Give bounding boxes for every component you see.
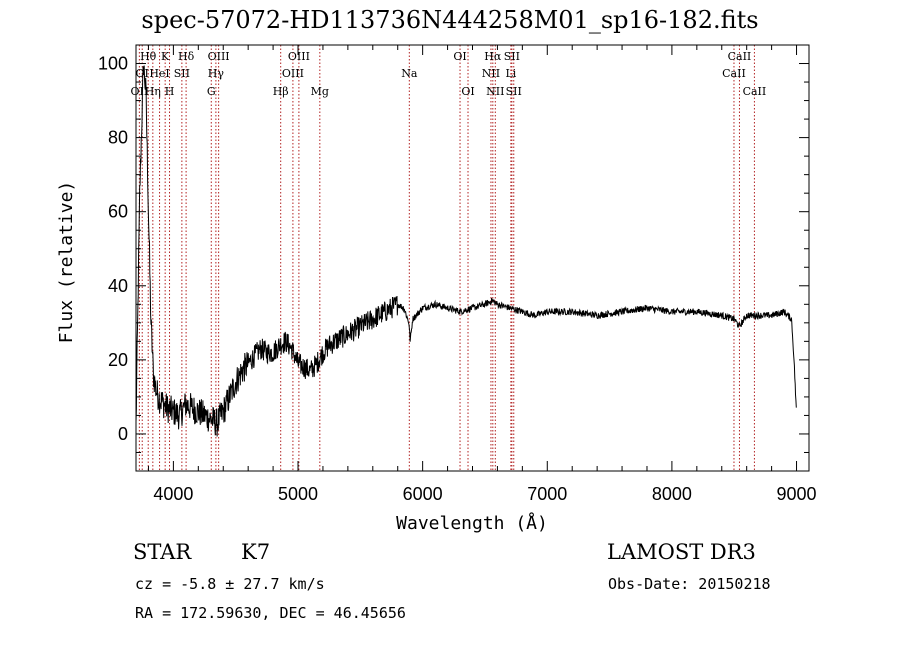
line-label: OIII [208, 50, 230, 63]
obs-date: Obs-Date: 20150218 [608, 575, 771, 593]
line-label: Hδ [178, 50, 195, 63]
line-label: Hα [484, 50, 502, 63]
line-labels: OII OI Hθ Hη HeI K H SII Hδ G Hγ OIII Hβ OIII OIII Mg Na… [131, 50, 767, 98]
line-label: SII [506, 85, 522, 98]
line-label: H [165, 85, 175, 98]
spectrum-series [135, 65, 797, 437]
survey-name: LAMOST DR3 [607, 540, 756, 564]
line-label: NII [482, 67, 500, 80]
y-tick-label: 60 [108, 202, 128, 222]
object-subclass: K7 [241, 540, 271, 564]
line-label: OI [453, 50, 466, 63]
line-label: Mg [311, 85, 329, 98]
x-axis-label: Wavelength (Å) [396, 512, 548, 534]
emission-line-markers [138, 45, 755, 471]
chart-title: spec-57072-HD113736N444258M01_sp16-182.f… [141, 6, 759, 34]
line-label: Na [401, 67, 418, 80]
x-tick-label: 6000 [403, 484, 443, 504]
x-tick-label: 9000 [777, 484, 817, 504]
line-label: CaII [743, 85, 767, 98]
line-label: OII [131, 85, 149, 98]
x-tick-label: 4000 [153, 484, 193, 504]
y-tick-label: 80 [108, 128, 128, 148]
line-label: Li [505, 67, 516, 80]
line-label: Hη [145, 85, 161, 98]
redshift-text: cz = -5.8 ± 27.7 km/s [135, 575, 325, 593]
plot-frame [135, 44, 810, 472]
line-label: OI [461, 85, 474, 98]
line-label: SII [174, 67, 190, 80]
line-label: SII [504, 50, 520, 63]
y-tick-label: 100 [98, 54, 128, 74]
y-tick-label: 0 [118, 424, 128, 444]
line-label: K [161, 50, 170, 63]
axis-ticks: 4000 5000 6000 7000 8000 9000 0 20 40 60 80 100 [98, 45, 817, 504]
line-label: OIII [282, 67, 304, 80]
line-label: Hθ [140, 50, 157, 63]
spectrum-line [135, 65, 797, 437]
line-label: CaII [722, 67, 746, 80]
line-label: OI [136, 67, 149, 80]
line-label: Hγ [208, 67, 225, 80]
line-label: G [207, 85, 216, 98]
y-tick-label: 40 [108, 276, 128, 296]
x-tick-label: 5000 [278, 484, 318, 504]
line-label: CaII [728, 50, 752, 63]
x-tick-label: 7000 [527, 484, 567, 504]
line-label: Hβ [273, 85, 289, 98]
coordinates-text: RA = 172.59630, DEC = 46.45656 [135, 604, 406, 622]
line-label: NII [486, 85, 504, 98]
object-class: STAR [133, 540, 192, 564]
line-label: OIII [288, 50, 310, 63]
y-axis-label: Flux (relative) [56, 181, 77, 344]
line-label: HeI [149, 67, 169, 80]
y-tick-label: 20 [108, 350, 128, 370]
x-tick-label: 8000 [652, 484, 692, 504]
